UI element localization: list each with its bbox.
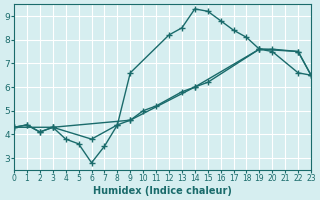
X-axis label: Humidex (Indice chaleur): Humidex (Indice chaleur) [93, 186, 232, 196]
